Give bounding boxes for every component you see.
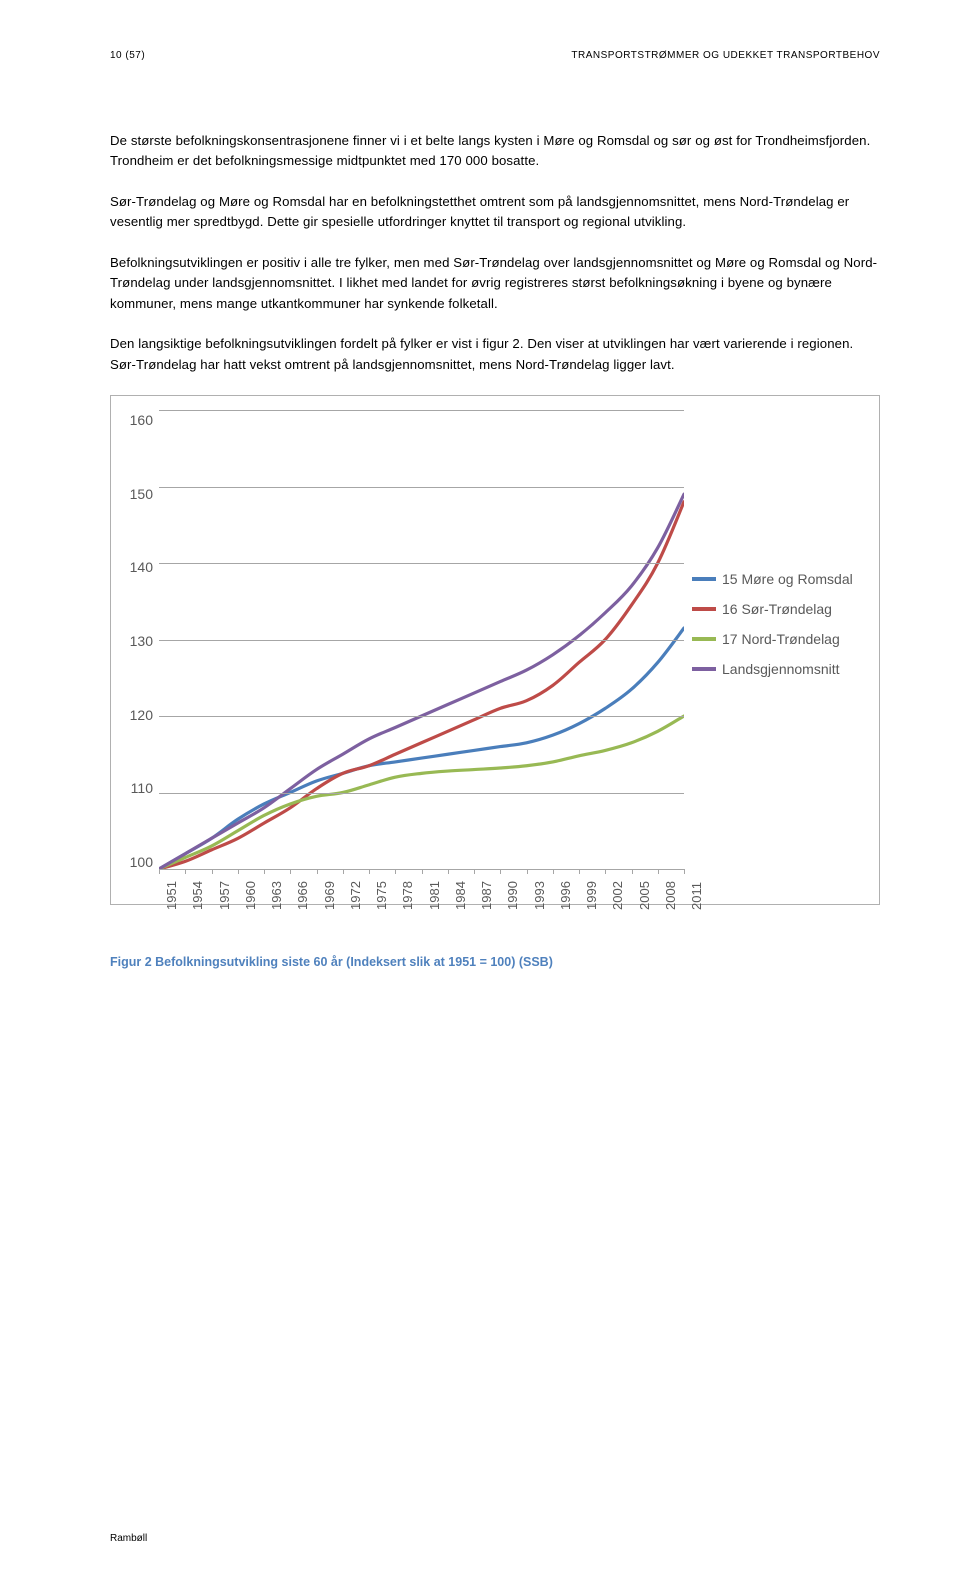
- figure-caption: Figur 2 Befolkningsutvikling siste 60 år…: [110, 955, 880, 969]
- legend-swatch: [692, 607, 716, 611]
- legend-label: 15 Møre og Romsdal: [722, 571, 853, 587]
- x-axis: 1951195419571960196319661969197219751978…: [159, 870, 684, 898]
- gridline: [159, 563, 684, 564]
- x-tick-label: 1957: [217, 881, 232, 910]
- x-tick-label: 1987: [479, 881, 494, 910]
- gridline: [159, 410, 684, 411]
- page-header: 10 (57) TRANSPORTSTRØMMER OG UDEKKET TRA…: [110, 50, 880, 61]
- x-tick-label: 1966: [295, 881, 310, 910]
- x-tick-label: 1972: [348, 881, 363, 910]
- series-line: [159, 502, 684, 869]
- x-tick-label: 2008: [663, 881, 678, 910]
- y-axis: 160 150 140 130 120 110 100: [121, 410, 159, 898]
- y-tick-label: 110: [121, 780, 153, 796]
- gridline: [159, 716, 684, 717]
- legend-item: 15 Møre og Romsdal: [692, 571, 869, 587]
- x-tick-label: 1999: [584, 881, 599, 910]
- x-tick-label: 1975: [374, 881, 389, 910]
- paragraph: Den langsiktige befolkningsutviklingen f…: [110, 334, 880, 375]
- chart-legend: 15 Møre og Romsdal 16 Sør-Trøndelag 17 N…: [684, 410, 869, 898]
- y-tick-label: 130: [121, 633, 153, 649]
- legend-swatch: [692, 667, 716, 671]
- x-tick-label: 2005: [637, 881, 652, 910]
- legend-swatch: [692, 577, 716, 581]
- paragraph: Sør-Trøndelag og Møre og Romsdal har en …: [110, 192, 880, 233]
- line-chart: 160 150 140 130 120 110 100 195119541957…: [110, 395, 880, 905]
- y-tick-label: 150: [121, 486, 153, 502]
- legend-item: Landsgjennomsnitt: [692, 661, 869, 677]
- legend-swatch: [692, 637, 716, 641]
- page-number: 10 (57): [110, 50, 145, 61]
- y-tick-label: 120: [121, 707, 153, 723]
- paragraph: De største befolkningskonsentrasjonene f…: [110, 131, 880, 172]
- body-text: De største befolkningskonsentrasjonene f…: [110, 131, 880, 375]
- gridline: [159, 640, 684, 641]
- x-tick-label: 1963: [269, 881, 284, 910]
- x-tick-label: 2011: [689, 882, 704, 910]
- x-tick-label: 1984: [453, 881, 468, 910]
- legend-label: 16 Sør-Trøndelag: [722, 601, 832, 617]
- gridline: [159, 793, 684, 794]
- x-tick-label: 1951: [164, 881, 179, 910]
- legend-item: 16 Sør-Trøndelag: [692, 601, 869, 617]
- document-page: 10 (57) TRANSPORTSTRØMMER OG UDEKKET TRA…: [0, 0, 960, 1572]
- x-tick-label: 2002: [610, 881, 625, 910]
- legend-item: 17 Nord-Trøndelag: [692, 631, 869, 647]
- series-line: [159, 494, 684, 869]
- x-tick-label: 1981: [427, 881, 442, 910]
- y-tick-label: 140: [121, 559, 153, 575]
- doc-title: TRANSPORTSTRØMMER OG UDEKKET TRANSPORTBE…: [571, 50, 880, 61]
- x-tick-label: 1996: [558, 881, 573, 910]
- gridline: [159, 487, 684, 488]
- x-tick-label: 1993: [532, 881, 547, 910]
- x-tick-label: 1978: [400, 881, 415, 910]
- legend-label: 17 Nord-Trøndelag: [722, 631, 840, 647]
- x-tick-label: 1990: [505, 881, 520, 910]
- x-tick-label: 1954: [190, 881, 205, 910]
- y-tick-label: 100: [121, 854, 153, 870]
- legend-label: Landsgjennomsnitt: [722, 661, 840, 677]
- paragraph: Befolkningsutviklingen er positiv i alle…: [110, 253, 880, 314]
- plot-area: [159, 410, 684, 870]
- x-tick-label: 1969: [322, 881, 337, 910]
- x-tick-label: 1960: [243, 881, 258, 910]
- footer-text: Rambøll: [110, 1533, 147, 1544]
- x-tick: [684, 869, 685, 874]
- y-tick-label: 160: [121, 412, 153, 428]
- series-line: [159, 628, 684, 869]
